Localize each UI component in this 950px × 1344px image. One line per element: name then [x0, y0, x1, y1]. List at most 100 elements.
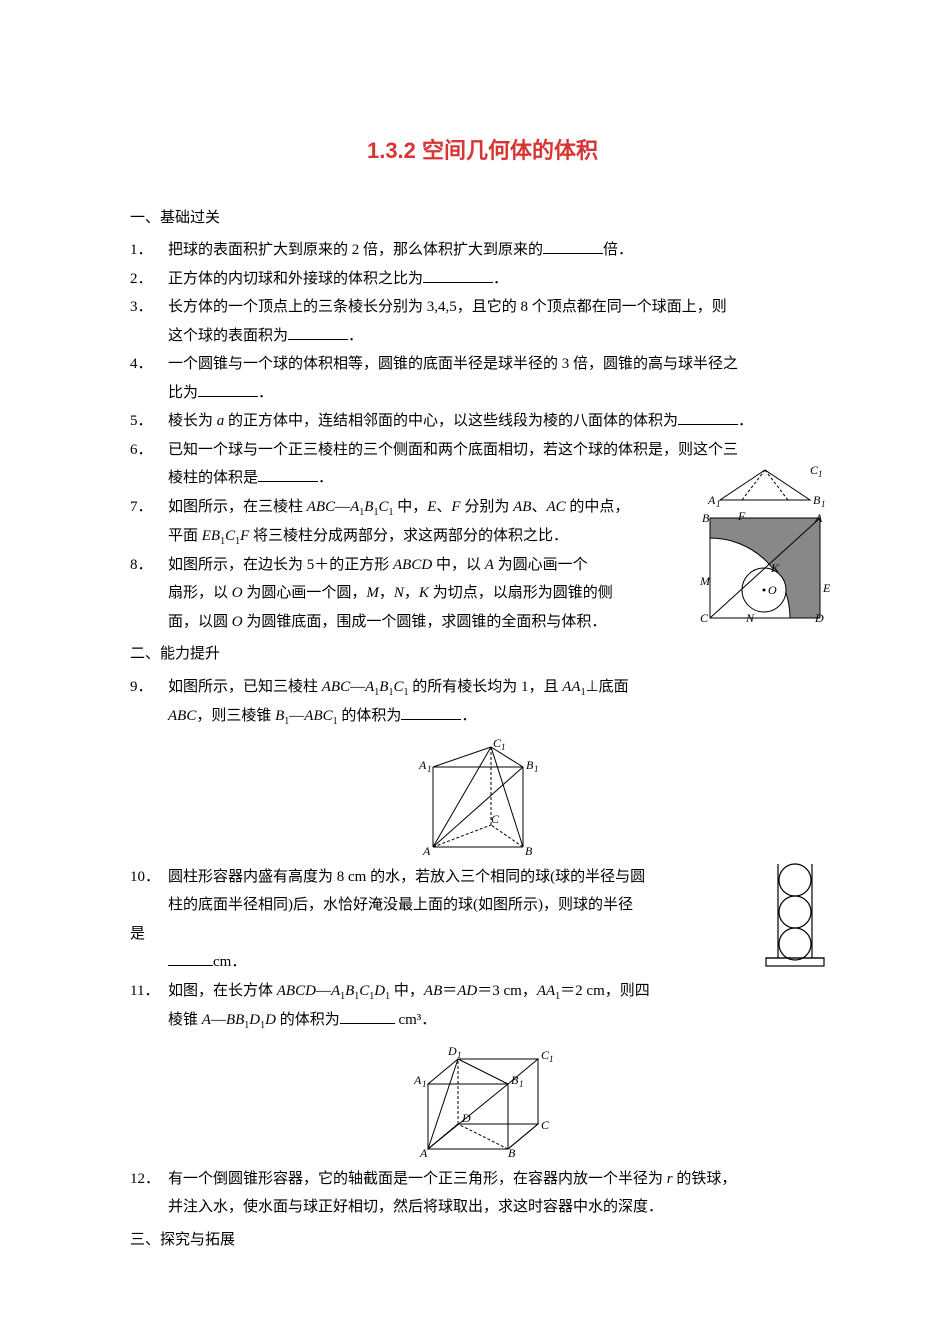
q4-number: 4． — [130, 350, 168, 407]
question-1: 1． 把球的表面积扩大到原来的 2 倍，那么体积扩大到原来的倍． — [130, 236, 835, 265]
svg-text:B: B — [526, 758, 534, 772]
section-3-heading: 三、探究与拓展 — [130, 1226, 835, 1255]
figure-q9: A B C A1 B1 C1 — [413, 737, 553, 857]
svg-text:F: F — [737, 509, 746, 523]
t: ，则三棱锥 — [196, 708, 275, 724]
q3-number: 3． — [130, 293, 168, 350]
svg-text:E: E — [822, 581, 830, 595]
svg-text:C: C — [541, 1118, 550, 1132]
svg-text:N: N — [745, 611, 755, 622]
figure-q7-q8: A1 B1 C1 B F A C N D M E K O — [700, 462, 830, 622]
svg-text:C: C — [491, 812, 500, 826]
t: O — [232, 614, 243, 630]
t: A — [202, 1012, 211, 1028]
q10-l2: 柱的底面半径相同)后，水恰好淹没最上面的球(如图所示)，则球的半径 — [168, 891, 755, 920]
t: 有一个倒圆锥形容器，它的轴截面是一个正三角形，在容器内放一个半径为 — [168, 1171, 667, 1187]
t: — — [211, 1012, 226, 1028]
figure-q10 — [762, 858, 828, 976]
q11-number: 11． — [130, 977, 168, 1035]
t: 为切点，以扇形为圆锥的侧 — [429, 585, 613, 601]
svg-text:D: D — [447, 1044, 457, 1058]
svg-text:1: 1 — [427, 764, 432, 774]
svg-text:K: K — [770, 561, 780, 575]
svg-text:B: B — [702, 511, 710, 525]
svg-text:1: 1 — [716, 499, 721, 509]
t: A — [365, 679, 374, 695]
q6-line1: 已知一个球与一个正三棱柱的三个侧面和两个底面相切，若这个球的体积是，则这个三 — [168, 436, 835, 465]
t: 如图，在长方体 — [168, 983, 277, 999]
q1-number: 1． — [130, 236, 168, 265]
svg-text:A: A — [419, 1146, 428, 1159]
question-4: 4． 一个圆锥与一个球的体积相等，圆锥的底面半径是球半径的 3 倍，圆锥的高与球… — [130, 350, 835, 407]
q5-number: 5． — [130, 407, 168, 436]
section-2-heading: 二、能力提升 — [130, 640, 835, 669]
svg-text:1: 1 — [818, 469, 823, 479]
svg-text:O: O — [768, 583, 777, 597]
svg-text:A: A — [422, 844, 431, 857]
svg-text:A: A — [413, 1073, 422, 1087]
q7-number: 7． — [130, 493, 168, 551]
q4-line2b: ． — [258, 385, 273, 401]
blank — [288, 324, 348, 340]
q3-line1: 长方体的一个顶点上的三条棱长分别为 3,4,5，且它的 8 个顶点都在同一个球面… — [168, 293, 835, 322]
t: 的所有棱长均为 1，且 — [408, 679, 562, 695]
q9-number: 9． — [130, 673, 168, 731]
svg-text:1: 1 — [549, 1054, 554, 1064]
svg-text:B: B — [813, 493, 821, 507]
q6-number: 6． — [130, 436, 168, 493]
q2-text-post: ． — [493, 271, 508, 287]
svg-text:B: B — [508, 1146, 516, 1159]
svg-text:D: D — [461, 1111, 471, 1125]
t: M — [366, 585, 379, 601]
t: 为圆锥底面，围成一个圆锥，求圆锥的全面积与体积． — [243, 614, 607, 630]
t: 的铁球， — [673, 1171, 737, 1187]
t: 如图所示，在边长为 5＋的正方形 — [168, 557, 393, 573]
t: 并注入水，使水面与球正好相切，然后将球取出，求这时容器中水的深度． — [168, 1193, 835, 1222]
q5-post: ． — [738, 413, 753, 429]
q5-mid: 的正方体中，连结相邻面的中心，以这些线段为棱的八面体的体积为 — [224, 413, 678, 429]
t: D — [265, 1012, 276, 1028]
t: ABC — [304, 708, 332, 724]
t: 将三棱柱分成两部分，求这两部分的体积之比． — [249, 528, 568, 544]
t: ABCD — [393, 557, 432, 573]
blank — [198, 381, 258, 397]
t: AA — [537, 983, 555, 999]
t: 的体积为 — [276, 1012, 340, 1028]
t: 的体积为 — [338, 708, 402, 724]
t: AB — [424, 983, 442, 999]
t: ＝3 cm， — [477, 983, 537, 999]
t: D — [249, 1012, 260, 1028]
t: C — [378, 499, 388, 515]
q5-pre: 棱长为 — [168, 413, 217, 429]
q2-number: 2． — [130, 265, 168, 294]
t: K — [419, 585, 429, 601]
svg-text:1: 1 — [501, 742, 506, 752]
question-2: 2． 正方体的内切球和外接球的体积之比为 ． — [130, 265, 835, 294]
t: — — [316, 983, 331, 999]
question-12: 12． 有一个倒圆锥形容器，它的轴截面是一个正三角形，在容器内放一个半径为 r … — [130, 1165, 835, 1222]
svg-text:1: 1 — [422, 1079, 427, 1089]
t: — — [350, 679, 365, 695]
q12-number: 12． — [130, 1165, 168, 1222]
t: A — [350, 499, 359, 515]
question-3: 3． 长方体的一个顶点上的三条棱长分别为 3,4,5，且它的 8 个顶点都在同一… — [130, 293, 835, 350]
q3-line2b: ． — [348, 328, 363, 344]
q10-l1: 圆柱形容器内盛有高度为 8 cm 的水，若放入三个相同的球(球的半径与圆 — [168, 863, 755, 892]
blank — [401, 704, 461, 720]
q10-l3: 是 — [130, 920, 835, 949]
t: F — [451, 499, 460, 515]
t: AA — [562, 679, 580, 695]
blank — [340, 1008, 395, 1024]
t: 如图所示，在三棱柱 — [168, 499, 307, 515]
svg-text:C: C — [700, 611, 709, 622]
t: A — [331, 983, 340, 999]
q6-line2b: ． — [318, 470, 333, 486]
svg-text:1: 1 — [519, 1079, 524, 1089]
t: — — [335, 499, 350, 515]
t: A — [485, 557, 494, 573]
t: 为圆心画一个 — [494, 557, 588, 573]
question-5: 5． 棱长为 a 的正方体中，连结相邻面的中心，以这些线段为棱的八面体的体积为． — [130, 407, 835, 436]
t: B — [275, 708, 284, 724]
svg-text:A: A — [707, 493, 716, 507]
q2-text-pre: 正方体的内切球和外接球的体积之比为 — [168, 271, 423, 287]
